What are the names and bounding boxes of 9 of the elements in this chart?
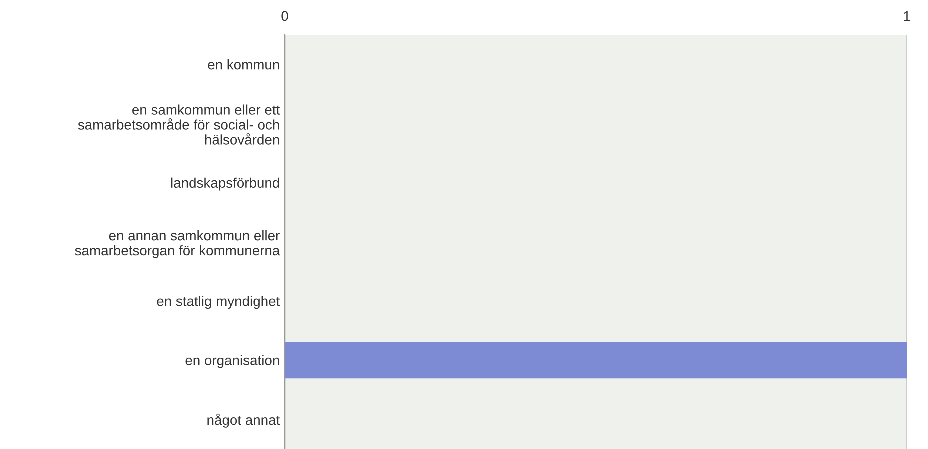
- x-tick-label: 0: [282, 11, 288, 22]
- y-tick-label: något annat: [208, 414, 280, 428]
- y-tick-label: en annan samkommun eller samarbetsorgan för kommunerna: [75, 230, 280, 258]
- y-tick-label: en samkommun eller ett samarbetsområde för social- och hälsovården: [78, 104, 280, 145]
- y-tick-label: landskapsförbund: [171, 178, 280, 191]
- y-tick-label: en organisation: [186, 355, 280, 368]
- x-tick-label: 1: [904, 11, 910, 22]
- y-tick-label: en kommun: [208, 60, 280, 70]
- y-tick-label: en statlig myndighet: [157, 296, 280, 310]
